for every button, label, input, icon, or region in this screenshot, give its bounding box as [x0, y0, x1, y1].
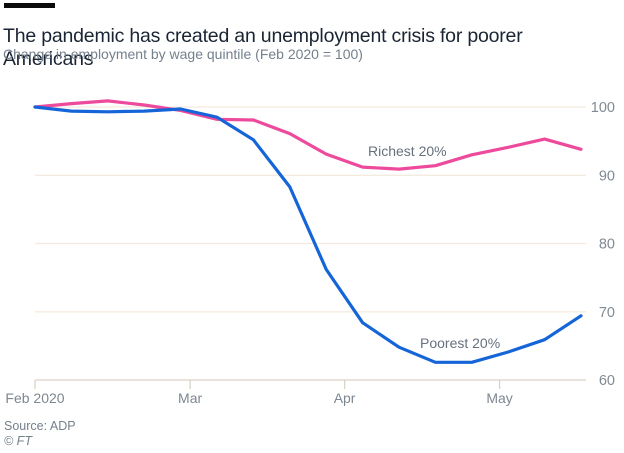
y-tick-label: 100: [591, 100, 615, 116]
chart-title: The pandemic has created an unemployment…: [3, 25, 523, 71]
x-tick-label: Feb 2020: [5, 390, 64, 406]
ft-accent-bar: [4, 3, 55, 8]
x-tick-label: May: [486, 390, 512, 406]
chart-subtitle: Change in employment by wage quintile (F…: [3, 46, 363, 62]
series-line: [33, 105, 583, 364]
series-label-richest: Richest 20%: [368, 143, 447, 159]
series-line: [33, 99, 583, 171]
x-tick-label: Apr: [334, 390, 356, 406]
source-note: Source: ADP: [4, 419, 76, 433]
y-tick-label: 60: [599, 373, 615, 389]
y-tick-label: 80: [599, 237, 615, 253]
series-label-poorest: Poorest 20%: [420, 335, 501, 351]
y-tick-label: 70: [599, 305, 615, 321]
ft-credit: © FT: [4, 434, 32, 448]
x-tick-label: Mar: [178, 390, 202, 406]
y-tick-label: 90: [599, 168, 615, 184]
